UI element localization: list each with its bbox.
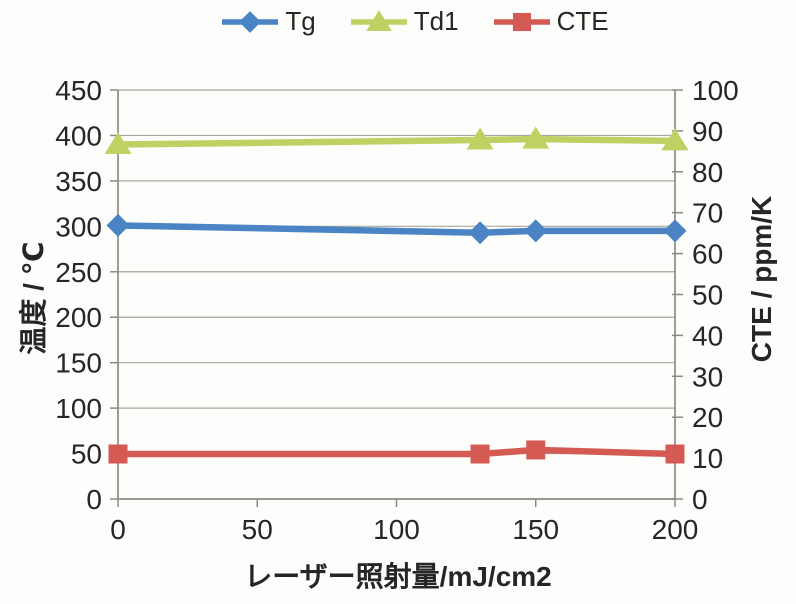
legend-swatch-diamond-icon xyxy=(222,10,279,33)
left-axis-tick-label: 200 xyxy=(55,302,102,333)
chart-legend: Tg Td1 CTE xyxy=(0,6,796,37)
right-axis-title: CTE / ppm/K xyxy=(746,195,777,363)
left-axis-tick-label: 350 xyxy=(55,166,102,197)
legend-item-CTE: CTE xyxy=(493,6,609,37)
series-marker-CTE xyxy=(665,444,685,464)
right-axis-tick-label: 90 xyxy=(692,116,723,147)
right-axis-tick-label: 80 xyxy=(692,157,723,188)
series-marker-Tg xyxy=(468,221,492,245)
series-marker-Tg xyxy=(663,219,687,243)
series-marker-Tg xyxy=(524,219,548,243)
right-axis-tick-label: 50 xyxy=(692,280,723,311)
left-axis-tick-label: 400 xyxy=(55,120,102,151)
legend-label-CTE: CTE xyxy=(556,6,609,36)
x-axis-title: レーザー照射量/mJ/cm2 xyxy=(244,561,552,592)
series-marker-CTE xyxy=(108,444,128,464)
right-axis-tick-label: 100 xyxy=(692,75,739,106)
x-axis-tick-label: 100 xyxy=(373,514,420,545)
left-axis-tick-label: 50 xyxy=(71,439,102,470)
legend-swatch-marker xyxy=(512,12,531,31)
x-axis-tick-label: 150 xyxy=(512,514,559,545)
series-marker-CTE xyxy=(470,444,490,464)
legend-item-Td1: Td1 xyxy=(350,6,459,37)
x-axis-tick-label: 200 xyxy=(652,514,699,545)
left-axis-tick-label: 100 xyxy=(55,393,102,424)
left-axis-tick-label: 0 xyxy=(86,484,102,515)
right-axis-tick-label: 30 xyxy=(692,361,723,392)
series-line-CTE xyxy=(114,446,679,458)
legend-swatch-marker xyxy=(239,10,262,33)
left-axis-tick-label: 300 xyxy=(55,211,102,242)
left-axis-tick-label: 150 xyxy=(55,348,102,379)
series-marker-Td1 xyxy=(466,127,494,150)
series-line-Tg xyxy=(114,222,679,236)
legend-swatch-marker xyxy=(365,9,392,31)
series-marker-CTE xyxy=(526,440,546,460)
x-axis-tick-label: 0 xyxy=(110,514,126,545)
left-axis-title: 温度 / ℃ xyxy=(18,241,49,355)
right-axis-tick-label: 60 xyxy=(692,239,723,270)
right-axis-tick-label: 20 xyxy=(692,402,723,433)
legend-swatch-triangle-icon xyxy=(350,9,407,31)
legend-label-Tg: Tg xyxy=(285,6,316,36)
legend-swatch-square-icon xyxy=(493,12,550,31)
legend-label-Td1: Td1 xyxy=(413,6,459,36)
series-marker-Td1 xyxy=(661,128,689,151)
series-marker-Td1 xyxy=(104,132,132,155)
x-axis-tick-label: 50 xyxy=(242,514,273,545)
right-axis-tick-label: 70 xyxy=(692,198,723,229)
series-marker-Td1 xyxy=(522,126,550,149)
right-axis-tick-label: 0 xyxy=(692,484,708,515)
series-line-Td1 xyxy=(114,135,679,148)
right-axis-tick-label: 10 xyxy=(692,443,723,474)
left-axis-tick-label: 450 xyxy=(55,75,102,106)
left-axis-tick-label: 250 xyxy=(55,257,102,288)
legend-item-Tg: Tg xyxy=(221,6,316,37)
series-marker-Tg xyxy=(106,213,130,237)
right-axis-tick-label: 40 xyxy=(692,320,723,351)
